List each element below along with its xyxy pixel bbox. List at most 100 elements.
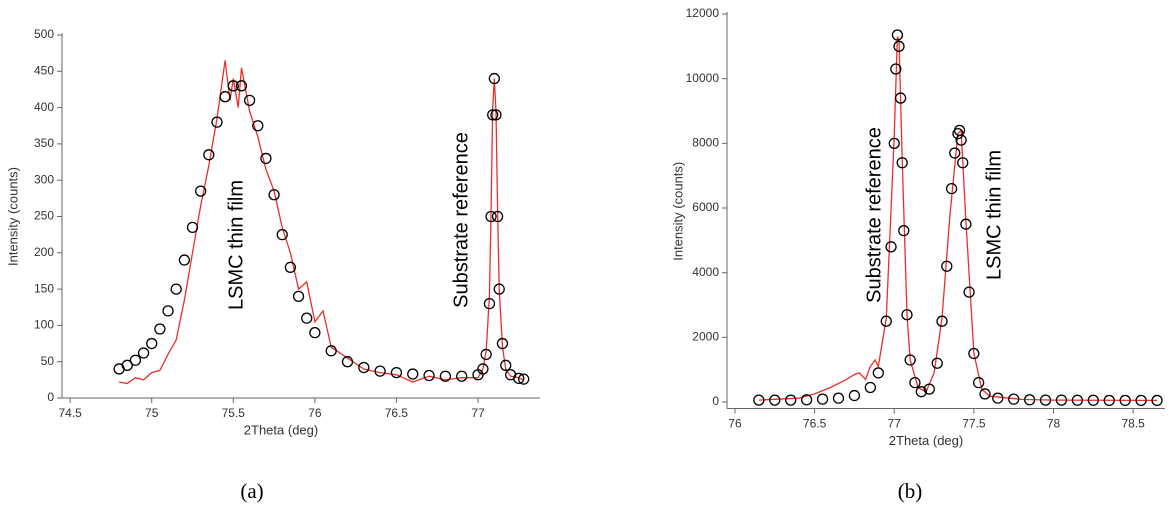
data-point: [955, 134, 967, 146]
data-point: [1008, 393, 1020, 405]
data-point: [483, 297, 496, 310]
data-point: [769, 394, 781, 406]
data-point: [211, 116, 223, 128]
data-point: [491, 210, 504, 223]
data-point: [260, 152, 272, 165]
y-tick-label: 300: [34, 172, 54, 186]
data-point: [1071, 394, 1084, 406]
data-point: [893, 40, 905, 52]
x-axis-label: 2Theta (deg): [889, 433, 963, 448]
data-point: [500, 359, 512, 371]
y-axis-label: Intensity (counts): [5, 167, 20, 266]
data-point: [896, 157, 908, 169]
data-point: [219, 91, 231, 103]
data-point: [480, 348, 492, 361]
data-point: [753, 394, 765, 406]
data-point: [137, 347, 150, 359]
y-tick-label: 4000: [692, 265, 719, 279]
data-point: [890, 63, 902, 75]
data-point: [1103, 394, 1115, 407]
data-point: [496, 337, 509, 350]
data-point: [931, 357, 943, 369]
x-tick-label: 77: [471, 406, 485, 420]
y-tick-label: 200: [34, 245, 54, 259]
data-point: [816, 393, 829, 405]
data-point: [880, 315, 892, 327]
data-point: [909, 376, 921, 389]
data-point: [485, 210, 497, 223]
data-point: [341, 356, 354, 368]
data-point: [487, 109, 499, 121]
data-point: [973, 376, 985, 389]
data-point: [957, 157, 969, 169]
data-point: [800, 394, 813, 406]
data-point: [276, 228, 288, 241]
x-tick-label: 75: [145, 406, 159, 420]
data-point: [284, 261, 297, 273]
data-point: [358, 361, 370, 374]
x-tick-label: 76: [308, 406, 322, 420]
data-point: [243, 94, 256, 106]
annotation: LSMC thin film: [225, 180, 247, 310]
data-point: [493, 283, 505, 295]
data-point: [309, 327, 321, 339]
data-point: [1151, 394, 1163, 407]
data-point: [178, 254, 191, 266]
data-point: [513, 372, 525, 385]
data-point: [1135, 394, 1147, 407]
y-tick-label: 350: [34, 136, 54, 150]
x-tick-label: 76.5: [803, 417, 827, 431]
x-tick-label: 76.5: [385, 406, 409, 420]
data-point: [1055, 394, 1068, 406]
data-point: [785, 394, 797, 406]
data-point: [235, 80, 248, 92]
data-line: [118, 60, 524, 385]
data-point: [941, 260, 953, 272]
y-tick-label: 500: [34, 27, 54, 41]
data-point: [268, 189, 280, 201]
data-point: [292, 290, 305, 303]
data-point: [953, 124, 966, 137]
y-tick-label: 8000: [692, 136, 719, 150]
data-point: [1039, 394, 1052, 406]
y-tick-label: 150: [34, 281, 54, 295]
y-tick-label: 50: [41, 354, 55, 368]
data-point: [923, 383, 935, 395]
data-point: [960, 218, 972, 230]
data-point: [915, 386, 927, 398]
x-tick-label: 77.5: [962, 417, 986, 431]
caption: (b): [898, 479, 923, 503]
y-tick-label: 450: [34, 63, 54, 77]
data-point: [949, 147, 961, 159]
data-point: [186, 221, 199, 234]
y-tick-label: 0: [47, 390, 54, 404]
data-point: [439, 370, 452, 382]
data-point: [968, 347, 980, 360]
data-line: [758, 36, 1158, 402]
data-point: [901, 309, 913, 321]
x-axis-label: 2Theta (deg): [244, 422, 318, 437]
x-tick-label: 78.5: [1121, 417, 1145, 431]
y-axis-label: Intensity (counts): [670, 162, 685, 261]
data-point: [227, 80, 239, 92]
y-tick-label: 10000: [686, 71, 720, 85]
y-tick-label: 6000: [692, 200, 719, 214]
data-point: [1023, 394, 1036, 406]
x-tick-label: 75.5: [222, 406, 246, 420]
data-point: [872, 367, 884, 379]
data-point: [146, 337, 158, 350]
data-point: [992, 392, 1004, 404]
data-point: [1119, 394, 1131, 407]
data-point: [1087, 394, 1099, 406]
data-point: [848, 389, 861, 402]
data-point: [864, 381, 876, 394]
data-point: [490, 109, 502, 121]
data-point: [894, 92, 907, 104]
y-tick-label: 400: [34, 100, 54, 114]
data-point: [488, 72, 500, 85]
data-point: [477, 363, 489, 375]
data-point: [154, 323, 166, 335]
data-point: [832, 392, 845, 404]
data-point: [407, 368, 419, 380]
